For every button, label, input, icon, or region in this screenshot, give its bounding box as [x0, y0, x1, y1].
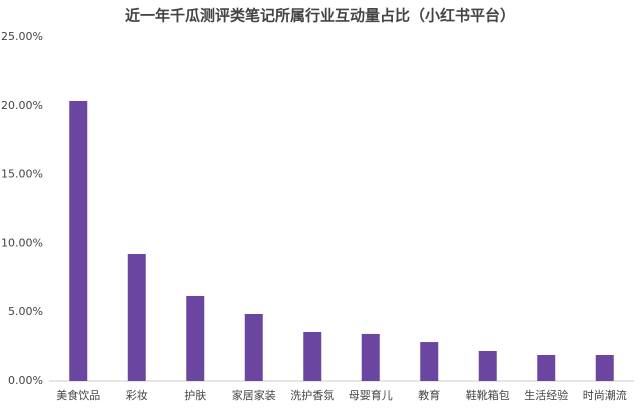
bar: [303, 332, 322, 381]
x-tick-label: 家居家装: [232, 388, 276, 402]
bar: [420, 342, 439, 381]
y-tick-label: 25.00%: [1, 30, 43, 43]
bar: [537, 354, 556, 381]
x-tick-label: 洗护香氛: [290, 388, 334, 402]
x-tick-label: 时尚潮流: [583, 388, 627, 402]
bar: [361, 333, 380, 381]
y-tick-label: 5.00%: [8, 305, 43, 318]
y-tick-label: 15.00%: [1, 168, 43, 181]
x-tick-label: 生活经验: [524, 388, 568, 402]
x-tick-label: 鞋靴箱包: [466, 388, 510, 402]
x-tick-label: 护肤: [184, 388, 206, 402]
bar: [186, 295, 205, 381]
bar: [478, 351, 497, 381]
x-tick-label: 母婴育儿: [349, 388, 393, 402]
y-tick-label: 20.00%: [1, 99, 43, 112]
x-tick-label: 教育: [418, 388, 440, 402]
bar: [69, 100, 88, 381]
x-tick-label: 美食饮品: [56, 388, 100, 402]
y-tick-label: 0.00%: [8, 374, 43, 387]
bar: [127, 253, 146, 381]
bar: [595, 354, 614, 381]
chart-title: 近一年千瓜测评类笔记所属行业互动量占比（小红书平台）: [125, 7, 515, 25]
bar: [244, 313, 263, 381]
x-tick-label: 彩妆: [126, 389, 148, 402]
y-tick-label: 10.00%: [1, 236, 43, 249]
